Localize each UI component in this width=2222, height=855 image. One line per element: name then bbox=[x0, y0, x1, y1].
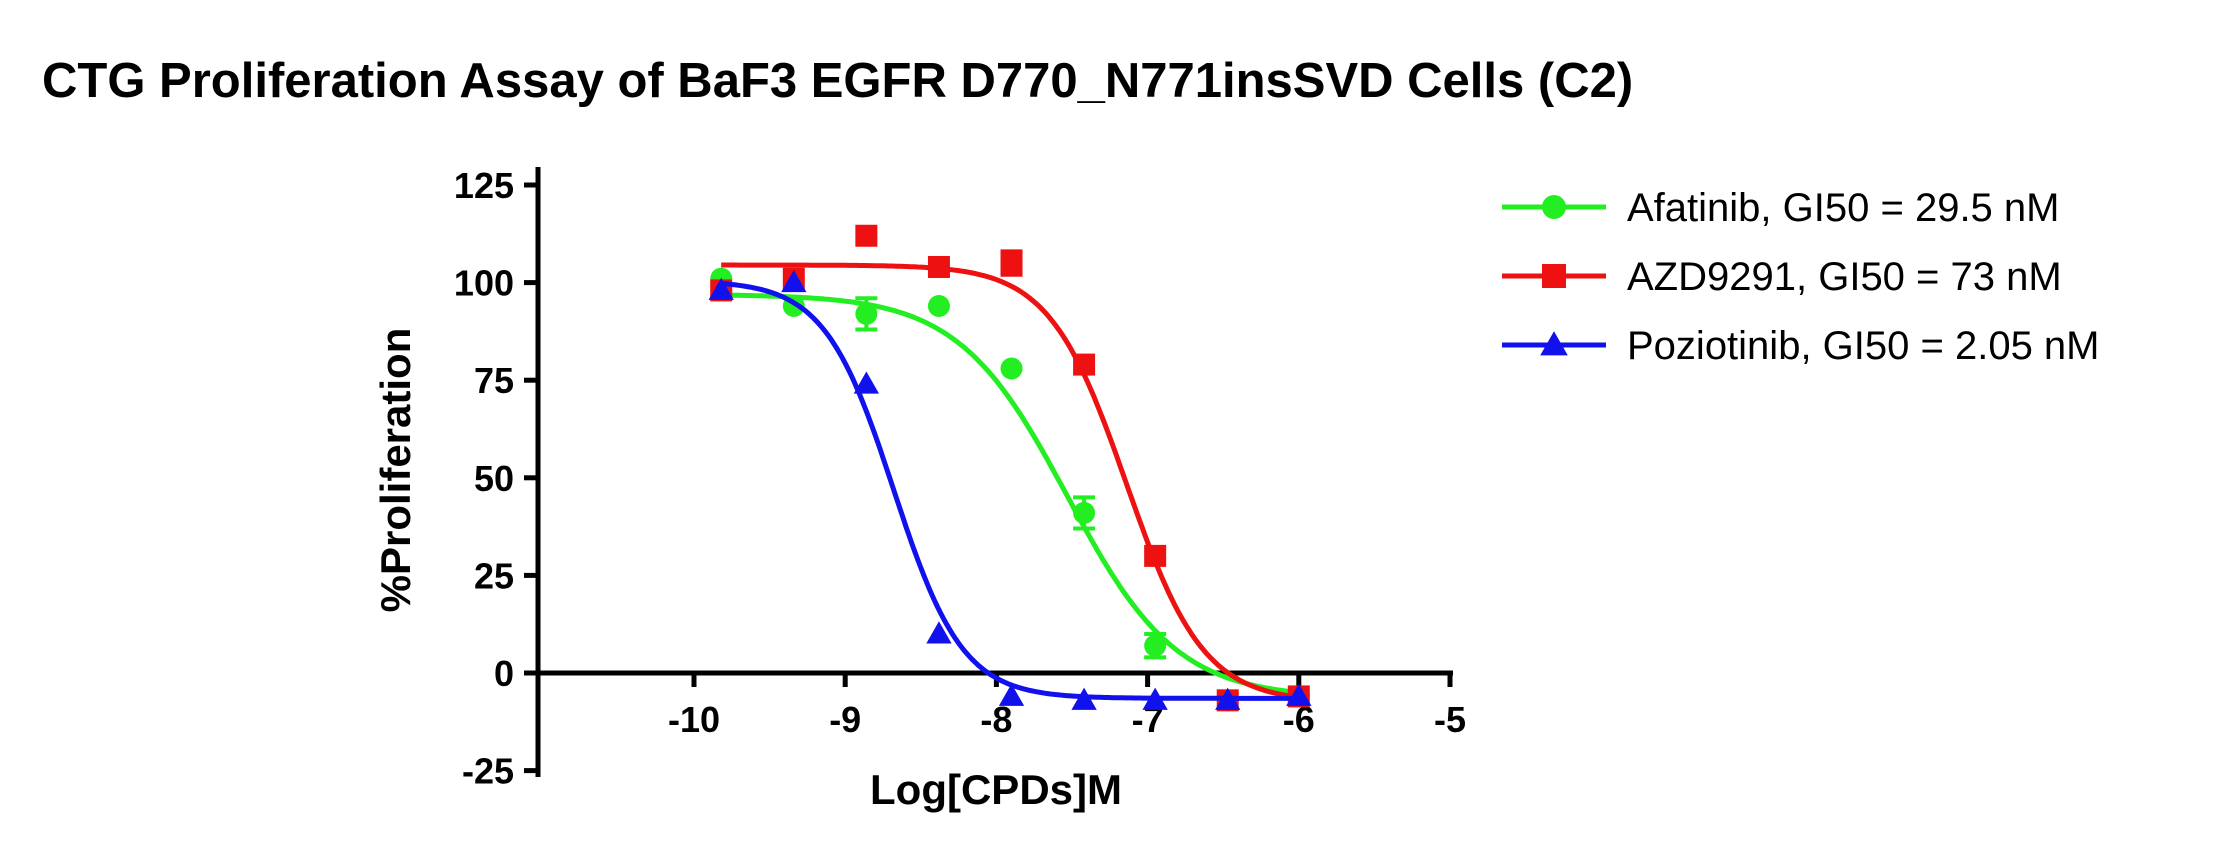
legend-item-afatinib: Afatinib, GI50 = 29.5 nM bbox=[1502, 186, 2059, 230]
data-point-poziotinib bbox=[1215, 687, 1241, 710]
legend-label: Afatinib, GI50 = 29.5 nM bbox=[1627, 186, 2059, 230]
x-tick-label: -5 bbox=[1434, 699, 1466, 740]
legend-item-azd9291: AZD9291, GI50 = 73 nM bbox=[1502, 255, 2062, 299]
chart-title: CTG Proliferation Assay of BaF3 EGFR D77… bbox=[42, 54, 1633, 108]
y-tick-label: 100 bbox=[454, 263, 514, 304]
x-ticks: -10 -9 -8 -7 -6 -5 bbox=[668, 673, 1466, 740]
data-point-afatinib bbox=[1144, 634, 1167, 657]
legend-marker-square bbox=[1542, 264, 1566, 288]
data-point-poziotinib bbox=[708, 277, 734, 300]
legend: Afatinib, GI50 = 29.5 nM AZD9291, GI50 = … bbox=[1502, 186, 2100, 368]
y-tick-label: 25 bbox=[474, 555, 514, 596]
y-tick-label: 0 bbox=[494, 653, 514, 694]
data-point-afatinib bbox=[1073, 501, 1096, 524]
plot-area bbox=[708, 224, 1312, 712]
data-point-afatinib bbox=[1000, 357, 1023, 380]
legend-item-poziotinib: Poziotinib, GI50 = 2.05 nM bbox=[1502, 324, 2100, 368]
data-point-afatinib bbox=[927, 295, 950, 318]
fit-curve-poziotinib bbox=[721, 281, 1299, 701]
data-point-poziotinib bbox=[926, 621, 952, 644]
data-point-poziotinib bbox=[998, 683, 1025, 706]
fit-curve-azd9291 bbox=[721, 262, 1300, 700]
y-tick-label: -25 bbox=[462, 751, 514, 792]
data-point-azd9291 bbox=[1073, 353, 1096, 376]
y-tick-label: 50 bbox=[474, 458, 514, 499]
y-tick-label: 75 bbox=[474, 360, 514, 401]
data-point-azd9291 bbox=[1144, 544, 1167, 567]
series-poziotinib bbox=[708, 269, 1312, 710]
data-point-poziotinib bbox=[781, 269, 807, 293]
x-tick-label: -10 bbox=[668, 699, 720, 740]
data-point-poziotinib bbox=[853, 371, 880, 394]
legend-marker-triangle bbox=[1540, 331, 1568, 356]
data-point-afatinib bbox=[855, 302, 878, 325]
data-point-azd9291 bbox=[1000, 252, 1023, 275]
data-point-azd9291 bbox=[927, 255, 950, 278]
legend-label: Poziotinib, GI50 = 2.05 nM bbox=[1627, 324, 2100, 368]
fit-curve-afatinib bbox=[721, 292, 1300, 696]
x-axis-title: Log[CPDs]M bbox=[870, 766, 1122, 813]
data-point-poziotinib bbox=[1071, 687, 1097, 710]
data-point-poziotinib bbox=[1286, 683, 1312, 706]
data-point-azd9291 bbox=[855, 224, 878, 247]
x-tick-label: -9 bbox=[829, 699, 861, 740]
series-afatinib bbox=[710, 267, 1310, 712]
legend-marker-circle bbox=[1542, 195, 1566, 219]
y-axis-title: %Proliferation bbox=[372, 328, 419, 613]
y-ticks: -25 0 25 50 75 100 125 bbox=[454, 165, 538, 792]
data-point-poziotinib bbox=[1142, 687, 1168, 710]
legend-label: AZD9291, GI50 = 73 nM bbox=[1627, 255, 2062, 299]
y-tick-label: 125 bbox=[454, 165, 514, 206]
